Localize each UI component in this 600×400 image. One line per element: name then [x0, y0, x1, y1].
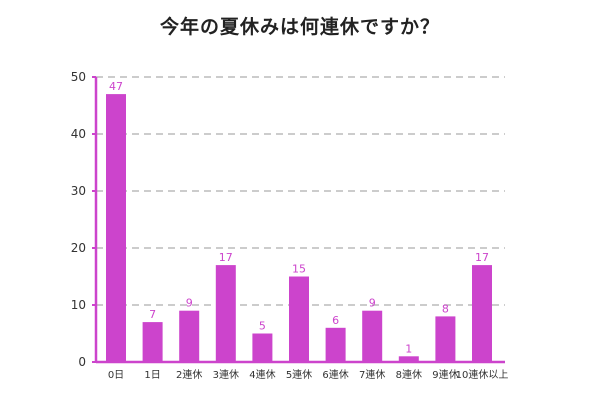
y-tick-label: 20 — [71, 241, 86, 255]
bar — [472, 265, 492, 362]
x-tick-label: 4連休 — [249, 368, 275, 381]
bar-value-label: 8 — [442, 302, 449, 315]
x-tick-label: 10連休以上 — [456, 368, 509, 381]
bar-value-label: 15 — [292, 263, 306, 276]
bar-value-label: 1 — [405, 342, 412, 355]
bar — [252, 333, 273, 362]
bar-value-label: 5 — [259, 320, 266, 333]
x-tick-label: 6連休 — [322, 368, 348, 381]
y-tick-label: 50 — [71, 70, 86, 84]
bar — [106, 94, 126, 362]
bar — [142, 322, 163, 362]
bar — [398, 356, 419, 362]
x-tick-label: 5連休 — [286, 368, 312, 381]
x-tick-label: 9連休 — [432, 368, 458, 381]
bar-value-label: 9 — [186, 297, 193, 310]
x-tick-label: 1日 — [144, 370, 160, 381]
bar — [362, 310, 383, 362]
bar-value-label: 7 — [149, 308, 156, 321]
x-tick-label: 7連休 — [359, 368, 385, 381]
y-tick-label: 30 — [71, 184, 86, 198]
bar-value-label: 47 — [109, 80, 123, 93]
chart-title: 今年の夏休みは何連休ですか？ — [159, 16, 440, 38]
bar — [325, 327, 346, 362]
y-tick-label: 40 — [71, 127, 86, 141]
x-tick-label: 2連休 — [176, 368, 202, 381]
bar-value-label: 6 — [332, 314, 339, 327]
y-tick-label: 0 — [78, 355, 86, 369]
bar-value-label: 9 — [369, 297, 376, 310]
bar-value-label: 17 — [219, 251, 233, 264]
bar — [289, 276, 309, 362]
x-tick-label: 3連休 — [213, 368, 239, 381]
x-tick-label: 0日 — [108, 370, 124, 381]
y-tick-label: 10 — [71, 298, 86, 312]
bar — [179, 310, 200, 362]
bar-value-label: 17 — [475, 251, 489, 264]
bar — [435, 316, 456, 362]
bar — [215, 265, 236, 362]
x-tick-label: 8連休 — [396, 368, 422, 381]
